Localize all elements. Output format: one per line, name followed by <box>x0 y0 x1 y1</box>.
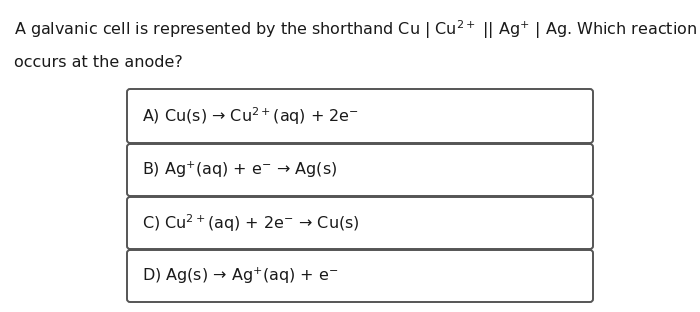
Text: A galvanic cell is represented by the shorthand Cu | Cu$^{2+}$ || Ag$^{+}$ | Ag.: A galvanic cell is represented by the sh… <box>14 18 697 41</box>
Text: B) Ag$^{+}$(aq) + e$^{-}$ → Ag(s): B) Ag$^{+}$(aq) + e$^{-}$ → Ag(s) <box>142 160 337 180</box>
FancyBboxPatch shape <box>127 144 593 196</box>
Text: A) Cu(s) → Cu$^{2+}$(aq) + 2e$^{-}$: A) Cu(s) → Cu$^{2+}$(aq) + 2e$^{-}$ <box>142 105 359 127</box>
Text: occurs at the anode?: occurs at the anode? <box>14 55 183 70</box>
FancyBboxPatch shape <box>127 89 593 143</box>
FancyBboxPatch shape <box>127 197 593 249</box>
FancyBboxPatch shape <box>127 250 593 302</box>
Text: C) Cu$^{2+}$(aq) + 2e$^{-}$ → Cu(s): C) Cu$^{2+}$(aq) + 2e$^{-}$ → Cu(s) <box>142 212 360 234</box>
Text: D) Ag(s) → Ag$^{+}$(aq) + e$^{-}$: D) Ag(s) → Ag$^{+}$(aq) + e$^{-}$ <box>142 266 338 286</box>
